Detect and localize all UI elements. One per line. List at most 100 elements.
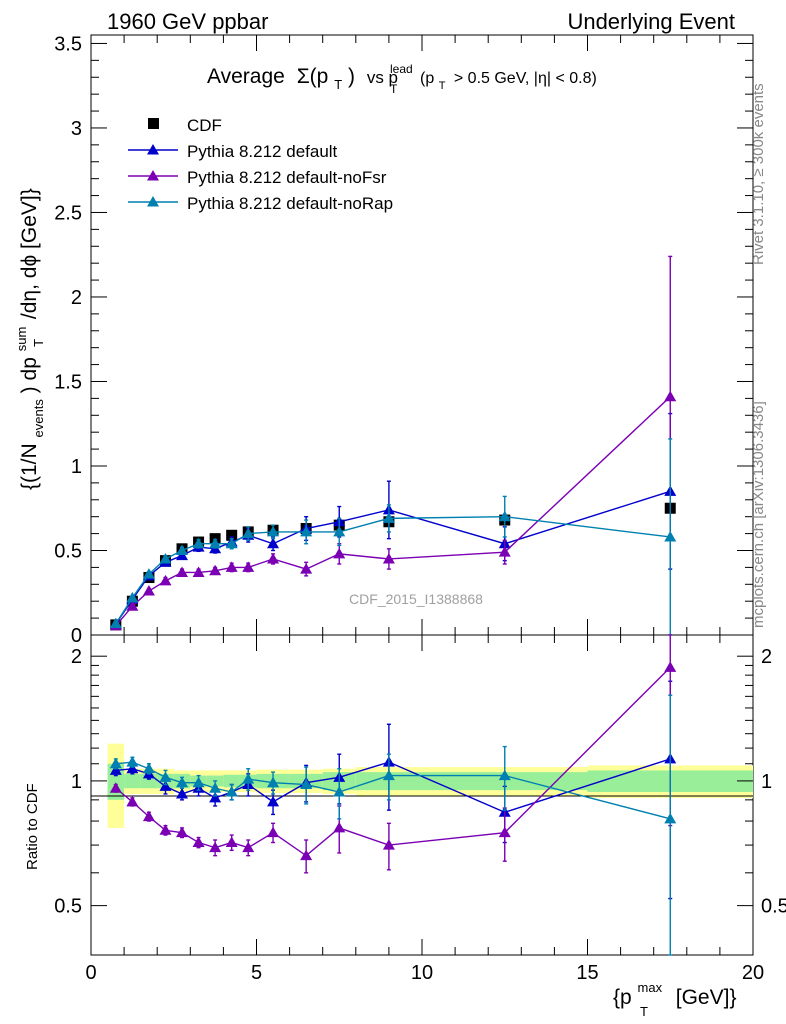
title-sigma-sub: T [334, 77, 342, 92]
ratio-y-tick-label: 2 [71, 646, 82, 668]
main-y-tick-label: 3.5 [54, 33, 82, 55]
ratio-marker-pythia-8-212-default-norap [209, 782, 222, 793]
x-tick-label: 0 [85, 962, 96, 984]
title-cond-rest: > 0.5 GeV, |η| < 0.8) [454, 70, 597, 87]
ratio-marker-pythia-8-212-default-nofsr [382, 839, 395, 850]
mcplots-label: mcplots.cern.ch [arXiv:1306.3436] [750, 401, 767, 628]
ylabel-main-sub1: events [31, 399, 46, 438]
ratio-panel-series [109, 634, 677, 956]
ratio-marker-pythia-8-212-default-nofsr [267, 826, 280, 838]
title-sigma-close: ) [348, 65, 355, 88]
ratio-marker-pythia-8-212-default [126, 762, 139, 774]
main-marker-pythia-8-212-default [267, 537, 280, 549]
main-marker-pythia-8-212-default-norap [176, 544, 189, 555]
ratio-marker-pythia-8-212-default-nofsr [664, 661, 677, 672]
legend-marker-pythia-8-212-default-nofsr [147, 170, 159, 181]
ratio-marker-pythia-8-212-default-norap [664, 812, 677, 824]
title-cond-sub: T [439, 80, 446, 92]
xlabel-sub: T [640, 1004, 648, 1019]
ratio-marker-pythia-8-212-default-nofsr [159, 824, 172, 835]
main-marker-pythia-8-212-default-norap [142, 568, 155, 579]
main-marker-pythia-8-212-default-nofsr [267, 552, 280, 564]
legend-label-pythia-8-212-default-norap: Pythia 8.212 default-noRap [187, 194, 393, 213]
main-y-tick-label: 2 [71, 287, 82, 309]
main-y-tick-label: 0 [71, 625, 82, 647]
main-y-tick-label: 1 [71, 456, 82, 478]
ratio-marker-pythia-8-212-default-nofsr [209, 841, 222, 853]
title-lead-sub: T [390, 82, 398, 96]
x-axis-label: {p max T [GeV]} [613, 974, 736, 1021]
y-axis-label-main: {(1/N events ) dp sum T /dη, dϕ [GeV]} [8, 188, 48, 490]
ratio-y-tick-label: 0.5 [54, 896, 82, 918]
ratio-marker-pythia-8-212-default-norap [176, 776, 189, 788]
legend: CDF Pythia 8.212 default Pythia 8.212 defa… [128, 116, 393, 213]
ylabel-main-part2: ) dp [18, 357, 41, 393]
xlabel-sup: max [638, 980, 663, 995]
ratio-marker-pythia-8-212-default-nofsr [225, 836, 238, 848]
main-marker-pythia-8-212-default-norap [126, 591, 139, 603]
main-marker-pythia-8-212-default-norap [498, 510, 511, 522]
ratio-y-tick-label-right: 1 [761, 771, 772, 793]
main-marker-pythia-8-212-default-norap [300, 525, 313, 537]
main-marker-pythia-8-212-default-nofsr [142, 585, 155, 596]
main-y-tick-label: 2.5 [54, 202, 82, 224]
main-marker-pythia-8-212-default-norap [267, 525, 280, 537]
header-right: Underlying Event [567, 9, 735, 34]
rivet-label: Rivet 3.1.10, ≥ 300k events [750, 83, 767, 265]
ratio-y-tick-label-right: 0.5 [761, 896, 786, 918]
title-cond-open: (p [420, 70, 434, 87]
main-marker-pythia-8-212-default-nofsr [382, 552, 395, 564]
ratio-marker-pythia-8-212-default [109, 764, 122, 775]
main-marker-pythia-8-212-default-nofsr [126, 600, 139, 611]
main-marker-pythia-8-212-default-norap [109, 617, 122, 629]
main-marker-pythia-8-212-default-norap [242, 527, 255, 539]
main-y-tick-label: 3 [71, 118, 82, 140]
ylabel-main-sub2: T [31, 339, 46, 347]
main-marker-pythia-8-212-default-nofsr [159, 574, 172, 586]
ratio-marker-pythia-8-212-default-norap [126, 756, 139, 767]
ratio-marker-pythia-8-212-default-norap [192, 776, 205, 788]
ratio-band-inner [124, 773, 141, 789]
title-average: Average [207, 65, 285, 88]
main-marker-pythia-8-212-default-nofsr [176, 566, 189, 577]
ratio-y-tick-label-right: 2 [761, 646, 772, 668]
xlabel-part2: [GeV]} [676, 986, 737, 1009]
main-marker-pythia-8-212-default-norap [209, 537, 222, 549]
main-panel-axes: 0 0.5 1 1.5 2 2.5 3 3.5 [54, 33, 754, 647]
main-marker-pythia-8-212-default-norap [225, 537, 238, 549]
plot-title: Average Σ(p T ) vs p [207, 65, 398, 94]
ratio-marker-pythia-8-212-default [209, 791, 222, 803]
ratio-marker-pythia-8-212-default-nofsr [333, 821, 346, 833]
ratio-marker-pythia-8-212-default-norap [142, 762, 155, 774]
main-y-tick-label: 0.5 [54, 540, 82, 562]
ratio-marker-pythia-8-212-default-nofsr [176, 826, 189, 838]
main-marker-pythia-8-212-default-nofsr [333, 547, 346, 559]
title-lead-sup: lead [390, 62, 413, 76]
legend-marker-pythia-8-212-default [147, 144, 159, 155]
ratio-line-pythia-8-212-default-nofsr [115, 666, 671, 857]
ratio-band-inner [223, 774, 240, 788]
x-tick-label: 10 [411, 962, 433, 984]
main-marker-pythia-8-212-default-nofsr [664, 390, 677, 402]
main-marker-pythia-8-212-default-nofsr [300, 563, 313, 574]
title-sigma: Σ(p [297, 65, 329, 88]
main-y-tick-label: 1.5 [54, 371, 82, 393]
ratio-marker-pythia-8-212-default [176, 787, 189, 799]
main-marker-pythia-8-212-default-norap [382, 512, 395, 523]
main-marker-pythia-8-212-default-nofsr [225, 561, 238, 572]
main-panel-series [109, 255, 677, 636]
header-left: 1960 GeV ppbar [107, 9, 268, 34]
legend-marker-pythia-8-212-default-norap [147, 196, 159, 207]
x-tick-label: 5 [251, 962, 262, 984]
ratio-marker-pythia-8-212-default-nofsr [498, 826, 511, 838]
legend-label-cdf: CDF [187, 116, 222, 135]
ratio-marker-pythia-8-212-default-nofsr [109, 782, 122, 793]
ratio-marker-pythia-8-212-default-norap [109, 757, 122, 769]
ratio-marker-pythia-8-212-default-norap [300, 778, 313, 790]
main-marker-pythia-8-212-default-norap [664, 530, 677, 542]
ratio-marker-pythia-8-212-default-norap [242, 773, 255, 784]
title-vs: vs p [367, 68, 398, 87]
ratio-marker-pythia-8-212-default [159, 780, 172, 791]
analysis-watermark: CDF_2015_I1388868 [349, 591, 483, 607]
